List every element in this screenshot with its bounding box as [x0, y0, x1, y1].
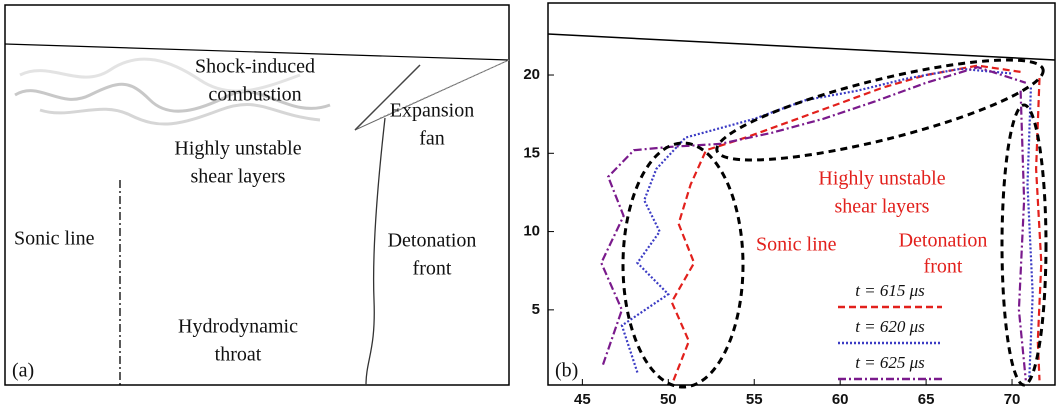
annotation: shear layers [191, 166, 286, 188]
annotation: Detonation [899, 230, 988, 252]
panel-a: Shock-induced combustion Highly unstable… [5, 5, 509, 385]
annotation: combustion [208, 84, 301, 106]
annotation: shear layers [835, 196, 930, 218]
figure: Shock-induced combustion Highly unstable… [0, 0, 1056, 412]
annotation: Highly unstable [818, 168, 945, 190]
legend-label: t = 620 μs [855, 317, 925, 336]
annotation: fan [419, 128, 445, 150]
legend-label: t = 615 μs [855, 281, 925, 300]
annotation: Expansion [390, 100, 474, 122]
panel-label: (b) [555, 360, 578, 382]
x-tick-label: 70 [1004, 391, 1021, 408]
x-tick-label: 50 [660, 391, 677, 408]
x-tick-label: 65 [918, 391, 935, 408]
panel-label: (a) [12, 360, 34, 382]
annotation: Sonic line [14, 228, 95, 250]
plot-frame [548, 3, 1055, 385]
annotation: front [413, 258, 452, 280]
x-tick-label: 45 [574, 391, 591, 408]
annotation: Shock-induced [195, 56, 315, 78]
annotation: Sonic line [756, 234, 837, 256]
annotation: throat [215, 344, 262, 366]
y-tick-label: 15 [523, 144, 540, 161]
x-tick-label: 55 [746, 391, 763, 408]
annotation: Hydrodynamic [178, 316, 298, 338]
y-tick-label: 10 [523, 223, 540, 240]
annotation: Highly unstable [174, 138, 301, 160]
y-tick-label: 20 [523, 66, 540, 83]
panel-b [548, 3, 1055, 385]
annotation: Detonation [388, 230, 477, 252]
annotation: front [924, 256, 963, 278]
x-tick-label: 60 [832, 391, 849, 408]
y-tick-label: 5 [532, 301, 540, 318]
legend-label: t = 625 μs [855, 353, 925, 372]
